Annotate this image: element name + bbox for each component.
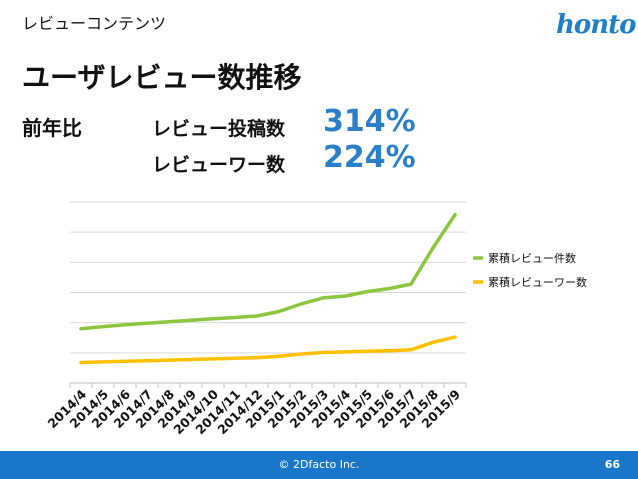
reviewers-label: レビューワー数 (152, 154, 286, 176)
series-line-1 (79, 212, 457, 331)
reviewers-value: 224% (323, 140, 416, 175)
section-label: レビューコンテンツ (22, 14, 167, 33)
review-trend-chart: 2014/42014/52014/62014/72014/82014/92014… (45, 201, 587, 437)
legend-label-2: 累積レビューワー数 (488, 275, 587, 289)
legend-label-1: 累積レビュー件数 (488, 251, 576, 265)
series-line-2 (79, 335, 457, 365)
honto-logo: honto (556, 10, 637, 40)
review-posts-label: レビュー投稿数 (152, 118, 286, 140)
yoy-label: 前年比 (22, 116, 82, 140)
copyright: © 2Dfacto Inc. (278, 458, 360, 471)
page-title: ユーザレビュー数推移 (22, 61, 302, 94)
review-posts-value: 314% (323, 104, 416, 139)
footer-bar: © 2Dfacto Inc. 66 (0, 451, 638, 479)
page-number: 66 (604, 458, 620, 471)
